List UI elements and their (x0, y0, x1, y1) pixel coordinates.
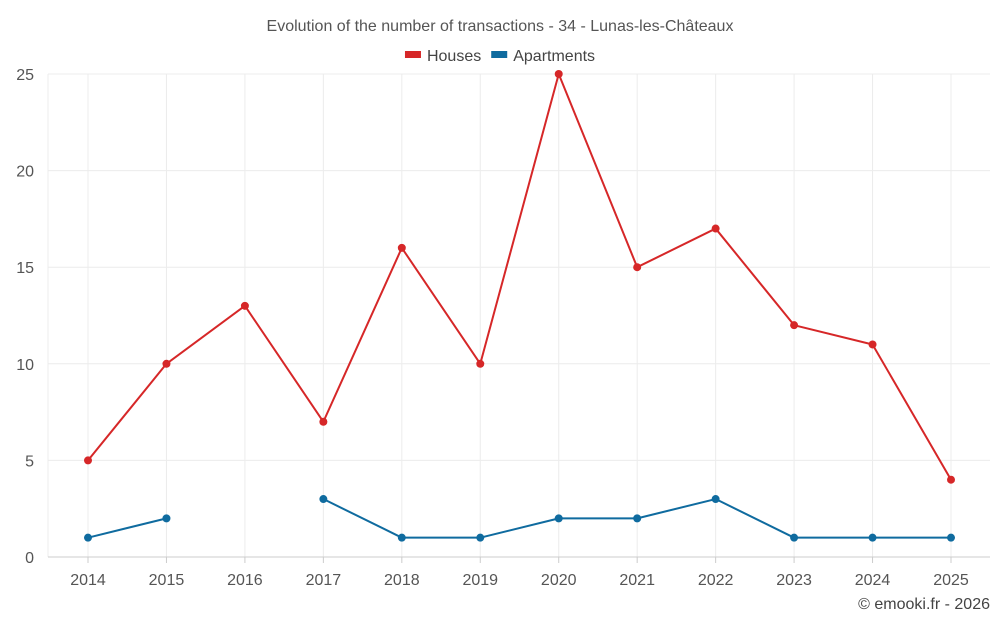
y-tick-label: 20 (16, 164, 34, 181)
x-tick-label: 2018 (384, 572, 420, 589)
apartments-point-2019[interactable] (476, 533, 485, 542)
apartments-point-2025[interactable] (947, 533, 955, 542)
x-tick-label: 2019 (462, 572, 498, 589)
apartments-point-2015[interactable] (162, 514, 171, 523)
houses-point-2022[interactable] (711, 224, 720, 233)
y-tick-label: 10 (16, 357, 34, 374)
legend-item-apartments[interactable]: Apartments (491, 48, 595, 65)
houses-point-2021[interactable] (633, 263, 642, 272)
x-tick-label: 2025 (933, 572, 969, 589)
series-houses (84, 70, 955, 484)
credit-text: © emooki.fr - 2026 (858, 596, 990, 613)
apartments-line (87, 517, 167, 539)
apartments-point-2014[interactable] (84, 533, 92, 542)
x-tick-label: 2014 (70, 572, 106, 589)
y-tick-label: 15 (16, 260, 34, 277)
apartments-point-2024[interactable] (868, 533, 877, 542)
houses-point-2025[interactable] (947, 475, 955, 484)
x-tick-label: 2022 (698, 572, 734, 589)
legend-label-houses: Houses (427, 48, 481, 65)
apartments-point-2022[interactable] (711, 495, 720, 504)
x-tick-label: 2020 (541, 572, 577, 589)
apartments-point-2023[interactable] (790, 533, 799, 542)
houses-point-2014[interactable] (84, 456, 92, 465)
y-tick-label: 5 (25, 453, 34, 470)
series-apartments (84, 495, 955, 542)
legend-label-apartments: Apartments (513, 48, 595, 65)
gridlines (48, 73, 990, 557)
x-tick-label: 2016 (227, 572, 263, 589)
x-tick-label: 2024 (855, 572, 891, 589)
houses-line (87, 73, 952, 481)
x-tick-label: 2015 (149, 572, 185, 589)
houses-point-2017[interactable] (319, 417, 328, 426)
series-group (84, 70, 955, 542)
legend-swatch-apartments (491, 51, 508, 58)
houses-point-2016[interactable] (240, 301, 249, 310)
houses-point-2020[interactable] (554, 70, 563, 78)
y-tick-label: 0 (25, 550, 34, 567)
apartments-point-2020[interactable] (554, 514, 563, 523)
chart-title: Evolution of the number of transactions … (267, 18, 734, 35)
x-tick-label: 2021 (619, 572, 655, 589)
x-tick-label: 2017 (306, 572, 342, 589)
legend-swatch-houses (404, 51, 421, 58)
apartments-point-2021[interactable] (633, 514, 642, 523)
legend-item-houses[interactable]: Houses (404, 48, 481, 65)
apartments-point-2018[interactable] (397, 533, 406, 542)
legend[interactable]: Houses Apartments (404, 48, 595, 65)
x-tick-label: 2023 (776, 572, 812, 589)
houses-point-2019[interactable] (476, 359, 485, 368)
houses-point-2023[interactable] (790, 321, 799, 330)
houses-point-2015[interactable] (162, 359, 171, 368)
apartments-point-2017[interactable] (319, 495, 328, 504)
y-tick-label: 25 (16, 67, 34, 84)
houses-point-2024[interactable] (868, 340, 877, 349)
houses-point-2018[interactable] (397, 243, 406, 252)
